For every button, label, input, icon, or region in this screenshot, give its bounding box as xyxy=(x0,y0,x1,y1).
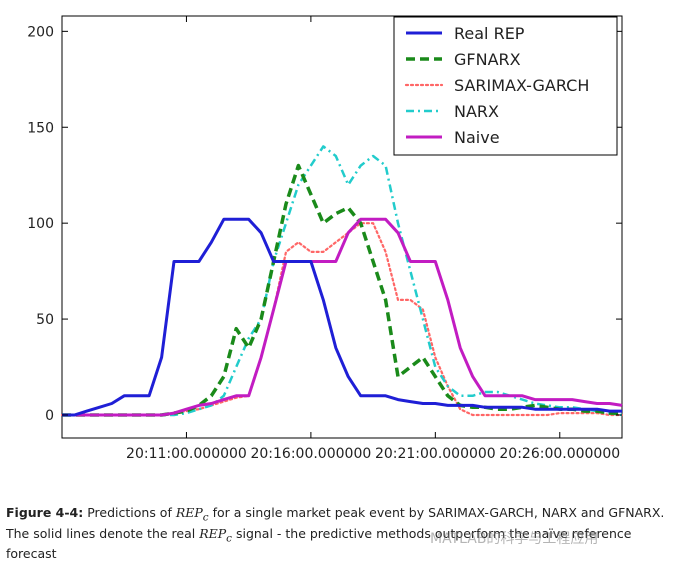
series-lines xyxy=(60,145,624,417)
caption-text-1: Predictions of xyxy=(83,505,176,520)
caption-text-3: signal - the predictive methods outperfo… xyxy=(6,525,632,562)
series-line-sarimax-garch xyxy=(60,222,624,417)
axes-frame xyxy=(61,15,623,439)
legend-label: GFNARX xyxy=(454,50,521,69)
series-line-gfnarx xyxy=(62,163,622,417)
caption-text-2: for a single market peak event by SARIMA… xyxy=(6,505,665,541)
x-tick-label: 20:21:00.000000 xyxy=(375,446,496,462)
caption-math-rep-2: REPc xyxy=(199,525,232,545)
caption-figure-label: Figure 4-4: xyxy=(6,505,84,520)
legend-label: SARIMAX-GARCH xyxy=(454,76,589,95)
legend: Real REP GFNARX SARIMAX-GARCH NARX Naive xyxy=(393,16,618,156)
series-line-narx xyxy=(62,145,623,417)
x-tick-label: 20:11:00.000000 xyxy=(126,446,247,462)
watermark-text: MATLAB的科学与工程应用 xyxy=(430,531,599,547)
y-tick-label: 150 xyxy=(27,120,54,136)
axis-ticks: 0 50 100 150 200 20:11:00.000000 20:16:00.0000… xyxy=(27,16,622,462)
legend-label: Real REP xyxy=(454,24,525,43)
x-tick-label: 20:26:00.000000 xyxy=(499,446,620,462)
series-line-naive xyxy=(62,217,623,417)
legend-label: Naive xyxy=(454,128,500,147)
figure-caption: Figure 4-4: Predictions of REPc for a si… xyxy=(6,505,674,562)
y-tick-label: 100 xyxy=(27,216,54,232)
y-tick-label: 50 xyxy=(36,312,54,328)
caption-math-rep: REPc xyxy=(175,505,209,524)
series-line-real-rep xyxy=(62,217,622,417)
legend-label: NARX xyxy=(454,102,499,121)
y-tick-label: 200 xyxy=(27,24,54,40)
y-tick-label: 0 xyxy=(45,408,54,424)
line-chart: 0 50 100 150 200 20:11:00.000000 20:16:00.0000… xyxy=(27,15,624,462)
x-tick-label: 20:16:00.000000 xyxy=(250,446,371,462)
